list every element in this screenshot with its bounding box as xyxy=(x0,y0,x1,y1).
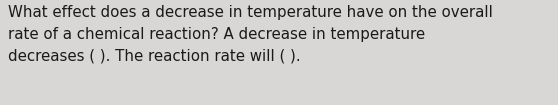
Text: What effect does a decrease in temperature have on the overall
rate of a chemica: What effect does a decrease in temperatu… xyxy=(8,5,493,63)
